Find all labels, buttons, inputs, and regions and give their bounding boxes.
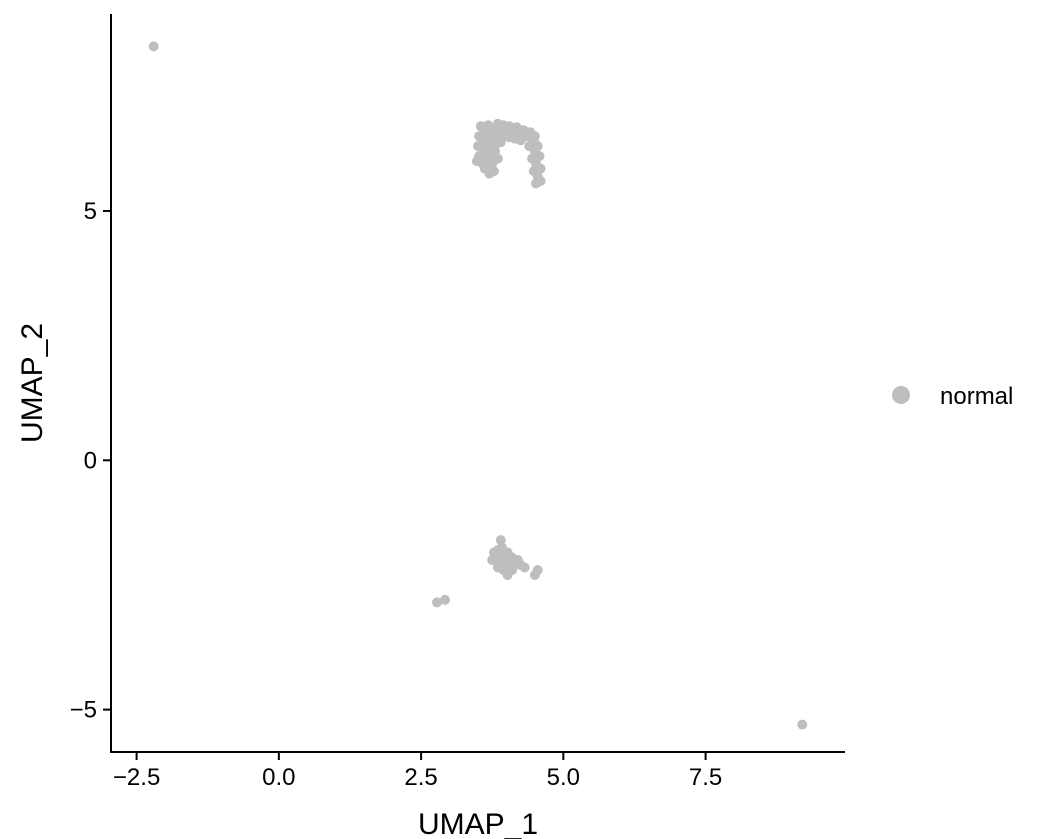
legend-label-normal: normal	[940, 383, 1013, 410]
y-tick-label: −5	[70, 697, 97, 724]
data-point	[432, 597, 442, 608]
x-tick-label: −2.5	[113, 764, 160, 791]
x-tick-label: 2.5	[404, 764, 437, 791]
data-point	[507, 565, 518, 575]
x-tick-label: 0.0	[262, 764, 295, 791]
data-point	[535, 176, 546, 186]
x-axis-title: UMAP_1	[418, 808, 538, 839]
x-ticks: −2.5 0.0 2.5 5.0 7.5	[113, 752, 722, 791]
data-point	[148, 41, 159, 52]
data-point	[475, 121, 486, 132]
legend-key-normal	[892, 386, 910, 404]
data-point	[490, 146, 501, 157]
y-tick-label: 0	[84, 447, 97, 474]
y-ticks: −5 0 5	[70, 198, 111, 724]
data-point	[519, 562, 530, 573]
data-point	[492, 153, 503, 164]
data-point	[532, 565, 543, 575]
x-tick-label: 5.0	[547, 764, 580, 791]
y-axis-title: UMAP_2	[16, 323, 49, 443]
data-point	[495, 535, 506, 546]
data-point	[495, 137, 506, 148]
data-point	[488, 166, 499, 177]
data-point	[515, 135, 526, 146]
data-point	[797, 719, 808, 730]
legend: normal	[892, 383, 1013, 410]
points-layer	[148, 41, 808, 730]
x-tick-label: 7.5	[689, 764, 722, 791]
y-tick-label: 5	[84, 198, 97, 225]
data-point	[440, 594, 450, 605]
